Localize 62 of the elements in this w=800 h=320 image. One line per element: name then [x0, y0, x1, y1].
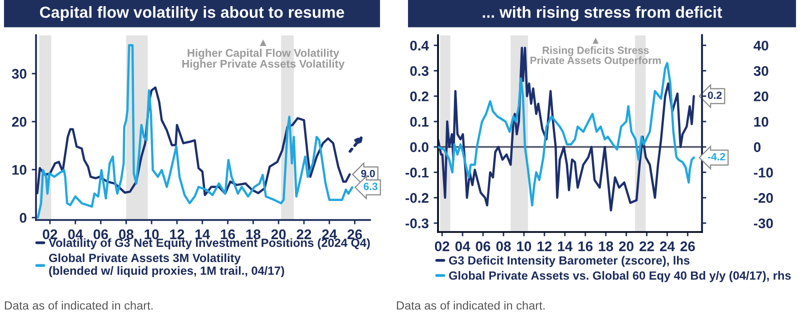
chart-title: ... with rising stress from deficit	[482, 6, 722, 22]
x-tick-label: 22	[296, 229, 312, 240]
y2-tick-label: -20	[754, 193, 773, 203]
x-tick-label: 18	[598, 241, 614, 252]
legend-label: Global Private Assets 3M Volatility (blended w/ liquid proxies, 1M trail., 04/17)	[49, 253, 284, 278]
x-tick-label: 12	[170, 229, 184, 240]
data-label: -4.2	[708, 153, 726, 160]
x-tick-label: 22	[640, 241, 654, 252]
y-tick-label: -0.1	[406, 168, 429, 178]
x-tick-label: 26	[680, 241, 695, 252]
x-tick-label: 20	[619, 241, 634, 252]
text: Data as of indicated in chart.	[396, 300, 545, 310]
x-tick-label: 06	[94, 229, 108, 240]
x-tick-label: 10	[517, 241, 532, 252]
x-tick-label: 04	[68, 229, 84, 240]
x-tick-label: 04	[455, 241, 470, 252]
line-series	[36, 86, 351, 196]
y-tick-label: 0.3	[410, 66, 428, 76]
x-tick-label: 14	[558, 242, 573, 252]
y2-tick-label: 40	[754, 40, 768, 51]
legend-label: Global Private Assets vs. Global 60 Eqy 40 Bd y/y (04/17), rhs	[449, 271, 791, 282]
x-tick-label: 12	[538, 241, 552, 252]
x-tick-label: 16	[220, 229, 235, 240]
y-tick-label: -0.3	[406, 218, 428, 228]
x-tick-label: 14	[196, 230, 210, 240]
y-tick-label: 0	[20, 212, 26, 223]
data-label: 9.0	[361, 170, 375, 178]
x-tick-label: 16	[578, 241, 593, 252]
data-label: 6.3	[364, 182, 378, 190]
annotation: ▲ Higher Capital Flow Volatility Higher Private Assets Volatility	[182, 40, 345, 70]
x-tick-label: 02	[434, 241, 450, 252]
y-tick-label: 0.1	[410, 116, 429, 127]
x-tick-label: 08	[496, 241, 511, 252]
y2-tick-label: 30	[754, 66, 768, 76]
y-tick-label: 20	[12, 116, 26, 127]
y-tick-label: 0.2	[410, 91, 428, 102]
data-label: 0.2	[708, 92, 722, 99]
annotation: ▲ Rising Deficits Stress Private Assets Outperform	[530, 38, 661, 66]
x-tick-label: 24	[322, 229, 338, 240]
y2-tick-label: -10	[754, 168, 773, 178]
x-tick-label: 20	[271, 229, 286, 240]
x-tick-label: 08	[118, 229, 134, 240]
x-tick-label: 26	[348, 229, 362, 240]
x-tick-label: 18	[246, 229, 260, 240]
y-tick-label: 0.0	[410, 142, 428, 152]
y2-tick-label: 10	[754, 116, 768, 127]
x-tick-label: 10	[144, 229, 159, 240]
chart-title: Capital flow volatility is about to resume	[40, 6, 344, 22]
x-tick-label: 06	[476, 241, 490, 252]
line-series	[36, 44, 354, 219]
legend-label: G3 Deficit Intensity Barometer (zscore), lhs	[449, 256, 690, 267]
y2-tick-label: 0	[754, 142, 761, 152]
y2-tick-label: -30	[754, 218, 773, 228]
y-tick-label: 30	[12, 68, 26, 79]
y-tick-label: 0.4	[410, 40, 429, 51]
x-tick-label: 02	[42, 229, 58, 240]
legend-label: Volatility of G3 Net Equity Investment Positions (2024 Q4)	[48, 238, 370, 250]
y2-tick-label: 20	[754, 91, 768, 102]
x-tick-label: 24	[660, 241, 675, 252]
y-tick-label: 10	[12, 164, 26, 175]
y-tick-label: -0.2	[406, 193, 428, 203]
text: Data as of indicated in chart.	[4, 300, 153, 310]
